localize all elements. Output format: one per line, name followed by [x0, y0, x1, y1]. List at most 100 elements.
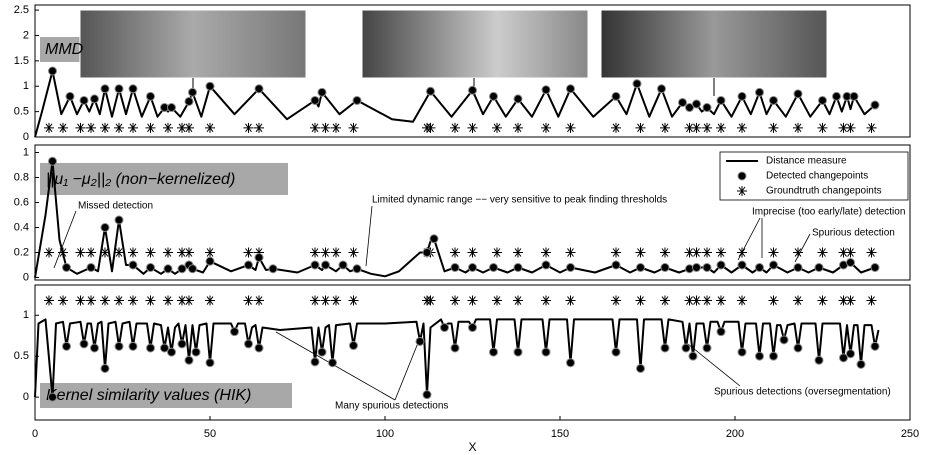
groundtruth-marker [565, 295, 576, 306]
x-tick-label: 250 [901, 428, 919, 440]
detected-changepoint [128, 84, 138, 94]
y-tick-label: 2.5 [14, 4, 29, 16]
groundtruth-marker [348, 122, 359, 133]
groundtruth-marker [310, 122, 320, 133]
detected-changepoint [793, 89, 803, 99]
x-tick-label: 0 [32, 428, 38, 440]
detected-changepoint [146, 91, 155, 101]
detected-changepoint [254, 253, 264, 262]
y-tick-label: 1 [23, 309, 29, 321]
detected-changepoint [48, 392, 57, 402]
detected-changepoint [611, 260, 621, 270]
groundtruth-marker [243, 247, 254, 258]
annotation: Spurious detections (oversegmentation) [714, 387, 891, 398]
detected-changepoint [793, 263, 803, 272]
groundtruth-marker [145, 247, 156, 258]
detected-changepoint [632, 79, 642, 89]
detected-changepoint [489, 263, 498, 272]
detected-changepoint [422, 248, 432, 257]
groundtruth-marker [467, 295, 478, 306]
y-tick-label: 1.5 [14, 55, 29, 67]
groundtruth-marker [737, 122, 747, 133]
detected-changepoint [177, 264, 187, 274]
detected-changepoint [352, 264, 362, 274]
groundtruth-marker [866, 122, 877, 133]
detected-changepoint [755, 263, 764, 272]
groundtruth-marker [793, 247, 803, 258]
groundtruth-marker [58, 247, 68, 258]
annotation: Many spurious detections [335, 401, 448, 412]
detected-changepoint [100, 363, 110, 373]
detected-changepoint [541, 347, 551, 357]
groundtruth-marker [114, 122, 124, 133]
y-tick-label: 0.5 [14, 106, 29, 118]
detected-changepoint [489, 91, 498, 101]
groundtruth-marker [58, 122, 68, 133]
groundtruth-marker [513, 295, 523, 306]
groundtruth-marker [541, 295, 551, 306]
detected-changepoint [660, 263, 670, 272]
groundtruth-marker [541, 247, 551, 258]
groundtruth-marker [838, 122, 849, 133]
detected-changepoint [849, 91, 859, 101]
video-frame-thumbnail [600, 9, 828, 79]
groundtruth-marker [348, 247, 359, 258]
detected-changepoint [426, 86, 435, 96]
y-tick-label: 0.8 [14, 171, 29, 183]
legend-label: Distance measure [766, 156, 847, 167]
groundtruth-marker [611, 295, 621, 306]
groundtruth-marker [768, 247, 779, 258]
groundtruth-marker [425, 122, 436, 133]
detected-changepoint [317, 87, 327, 97]
detected-changepoint [489, 347, 498, 357]
groundtruth-marker [254, 247, 264, 258]
detected-changepoint [737, 260, 747, 270]
detected-changepoint [818, 95, 827, 105]
detected-changepoint [440, 323, 449, 333]
y-tick-label: 1 [23, 80, 29, 92]
detected-changepoint [205, 256, 215, 266]
groundtruth-marker [44, 122, 54, 133]
detected-changepoint [702, 263, 712, 272]
groundtruth-marker [838, 295, 849, 306]
detected-changepoint [254, 343, 264, 353]
groundtruth-marker [492, 295, 502, 306]
detected-changepoint [310, 357, 320, 367]
x-tick-label: 50 [204, 428, 216, 440]
groundtruth-marker [86, 295, 96, 306]
groundtruth-marker [75, 295, 86, 306]
groundtruth-marker [177, 122, 187, 133]
detected-changepoint [310, 95, 320, 105]
groundtruth-marker [565, 247, 576, 258]
groundtruth-marker [184, 247, 194, 258]
groundtruth-marker [660, 122, 670, 133]
groundtruth-marker [331, 247, 341, 258]
detected-changepoint [184, 96, 194, 106]
detected-changepoint [716, 260, 726, 270]
groundtruth-marker [145, 295, 156, 306]
detected-changepoint [254, 84, 264, 94]
detected-changepoint [65, 91, 75, 101]
detected-changepoint [86, 263, 96, 272]
annotation: Spurious detection [812, 228, 895, 239]
groundtruth-marker [611, 122, 621, 133]
detected-changepoint [268, 264, 278, 274]
detected-changepoint [769, 260, 778, 270]
groundtruth-marker [114, 295, 124, 306]
groundtruth-marker [565, 122, 576, 133]
groundtruth-marker [541, 122, 551, 133]
groundtruth-marker [128, 122, 138, 133]
groundtruth-marker [310, 247, 320, 258]
groundtruth-marker [691, 295, 702, 306]
detected-changepoint [832, 91, 841, 101]
groundtruth-marker [254, 122, 264, 133]
groundtruth-marker [838, 247, 849, 258]
detected-changepoint [338, 260, 348, 270]
groundtruth-marker [177, 295, 187, 306]
legend-dot [737, 171, 747, 181]
y-tick-label: 0.6 [14, 196, 29, 208]
groundtruth-marker [702, 295, 712, 306]
detected-changepoint [244, 260, 253, 270]
detected-changepoint [856, 359, 866, 369]
